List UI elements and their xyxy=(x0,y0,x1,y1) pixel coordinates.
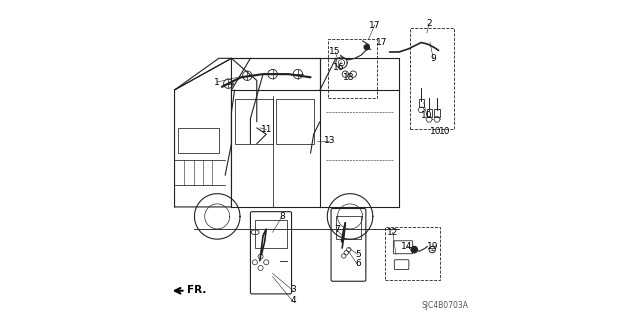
Text: 5: 5 xyxy=(355,250,361,259)
Text: 10: 10 xyxy=(429,127,441,136)
Bar xyxy=(336,216,361,239)
Text: 7: 7 xyxy=(335,225,340,234)
Text: 2: 2 xyxy=(426,19,432,28)
Text: SJC4B0703A: SJC4B0703A xyxy=(422,301,468,310)
Text: 14: 14 xyxy=(401,242,413,251)
Bar xyxy=(178,128,219,153)
Text: 16: 16 xyxy=(333,63,345,72)
Bar xyxy=(255,219,287,248)
Text: 17: 17 xyxy=(376,38,387,47)
Text: 15: 15 xyxy=(330,48,341,56)
Circle shape xyxy=(411,247,417,253)
Text: 13: 13 xyxy=(324,136,335,145)
Text: 12: 12 xyxy=(387,228,399,237)
Bar xyxy=(419,100,424,107)
Bar xyxy=(276,100,314,144)
Bar xyxy=(235,100,273,144)
Circle shape xyxy=(364,45,369,50)
Text: 10: 10 xyxy=(439,127,451,136)
Text: 1: 1 xyxy=(214,78,220,86)
Text: 11: 11 xyxy=(260,125,272,134)
Text: 6: 6 xyxy=(355,259,361,268)
Bar xyxy=(427,109,431,117)
Text: 17: 17 xyxy=(369,21,380,30)
Text: 8: 8 xyxy=(279,212,285,221)
Text: 10: 10 xyxy=(421,111,433,120)
Text: 3: 3 xyxy=(291,285,296,294)
Text: 19: 19 xyxy=(426,242,438,251)
Text: 9: 9 xyxy=(430,54,436,63)
Text: 18: 18 xyxy=(343,73,355,82)
Text: 4: 4 xyxy=(291,296,296,305)
Bar xyxy=(435,109,440,117)
Text: FR.: FR. xyxy=(187,285,207,295)
